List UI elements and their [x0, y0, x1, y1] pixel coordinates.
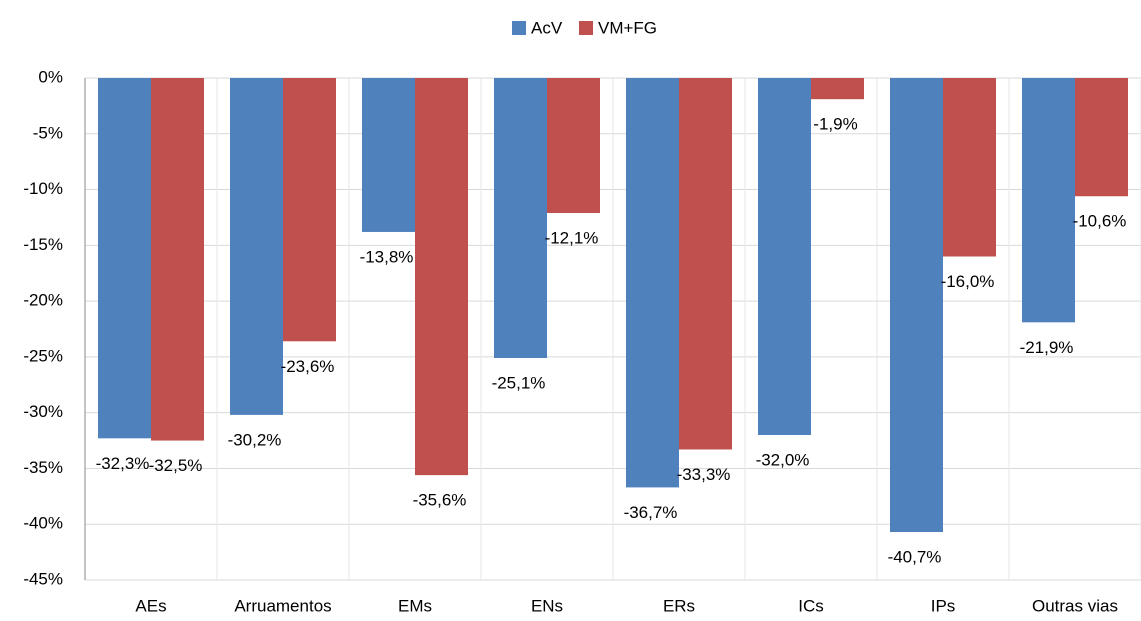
legend-label: AcV	[531, 18, 563, 37]
bar	[890, 78, 943, 533]
bar	[283, 78, 336, 342]
data-label: -32,0%	[756, 450, 810, 469]
y-tick-label: -10%	[23, 179, 63, 198]
data-label: -1,9%	[813, 115, 857, 134]
data-label: -36,7%	[624, 503, 678, 522]
bar	[1075, 78, 1128, 197]
y-tick-label: -5%	[33, 123, 63, 142]
data-label: -10,6%	[1073, 212, 1127, 231]
data-label: -30,2%	[228, 430, 282, 449]
data-label: -23,6%	[281, 357, 335, 376]
y-tick-label: -40%	[23, 514, 63, 533]
x-tick-label: ICs	[798, 596, 824, 615]
y-tick-label: -30%	[23, 402, 63, 421]
data-label: -13,8%	[360, 247, 414, 266]
x-tick-label: ENs	[531, 596, 563, 615]
data-label: -12,1%	[545, 228, 599, 247]
bar	[151, 78, 204, 441]
bar	[943, 78, 996, 257]
data-label: -21,9%	[1020, 338, 1074, 357]
x-tick-label: Arruamentos	[234, 596, 331, 615]
bar	[679, 78, 732, 450]
data-label: -33,3%	[677, 465, 731, 484]
data-label: -16,0%	[941, 272, 995, 291]
x-tick-label: EMs	[398, 596, 432, 615]
y-tick-label: -20%	[23, 291, 63, 310]
bar	[98, 78, 151, 439]
legend-swatch	[579, 21, 593, 35]
data-label: -32,5%	[149, 456, 203, 475]
bar	[547, 78, 600, 213]
legend-label: VM+FG	[598, 18, 657, 37]
bar	[1022, 78, 1075, 323]
x-tick-label: AEs	[135, 596, 166, 615]
bar	[230, 78, 283, 415]
bar	[811, 78, 864, 100]
bar	[626, 78, 679, 488]
legend-swatch	[512, 21, 526, 35]
x-tick-label: IPs	[931, 596, 956, 615]
data-label: -40,7%	[888, 548, 942, 567]
y-tick-label: -15%	[23, 235, 63, 254]
y-tick-label: -25%	[23, 346, 63, 365]
y-tick-label: 0%	[38, 67, 63, 86]
bar	[415, 78, 468, 476]
y-tick-label: -45%	[23, 569, 63, 588]
x-tick-label: Outras vias	[1032, 596, 1118, 615]
y-tick-label: -35%	[23, 458, 63, 477]
x-tick-label: ERs	[663, 596, 695, 615]
bar	[494, 78, 547, 359]
bar	[758, 78, 811, 435]
data-label: -25,1%	[492, 373, 546, 392]
data-label: -35,6%	[413, 491, 467, 510]
data-label: -32,3%	[96, 454, 150, 473]
bar	[362, 78, 415, 232]
